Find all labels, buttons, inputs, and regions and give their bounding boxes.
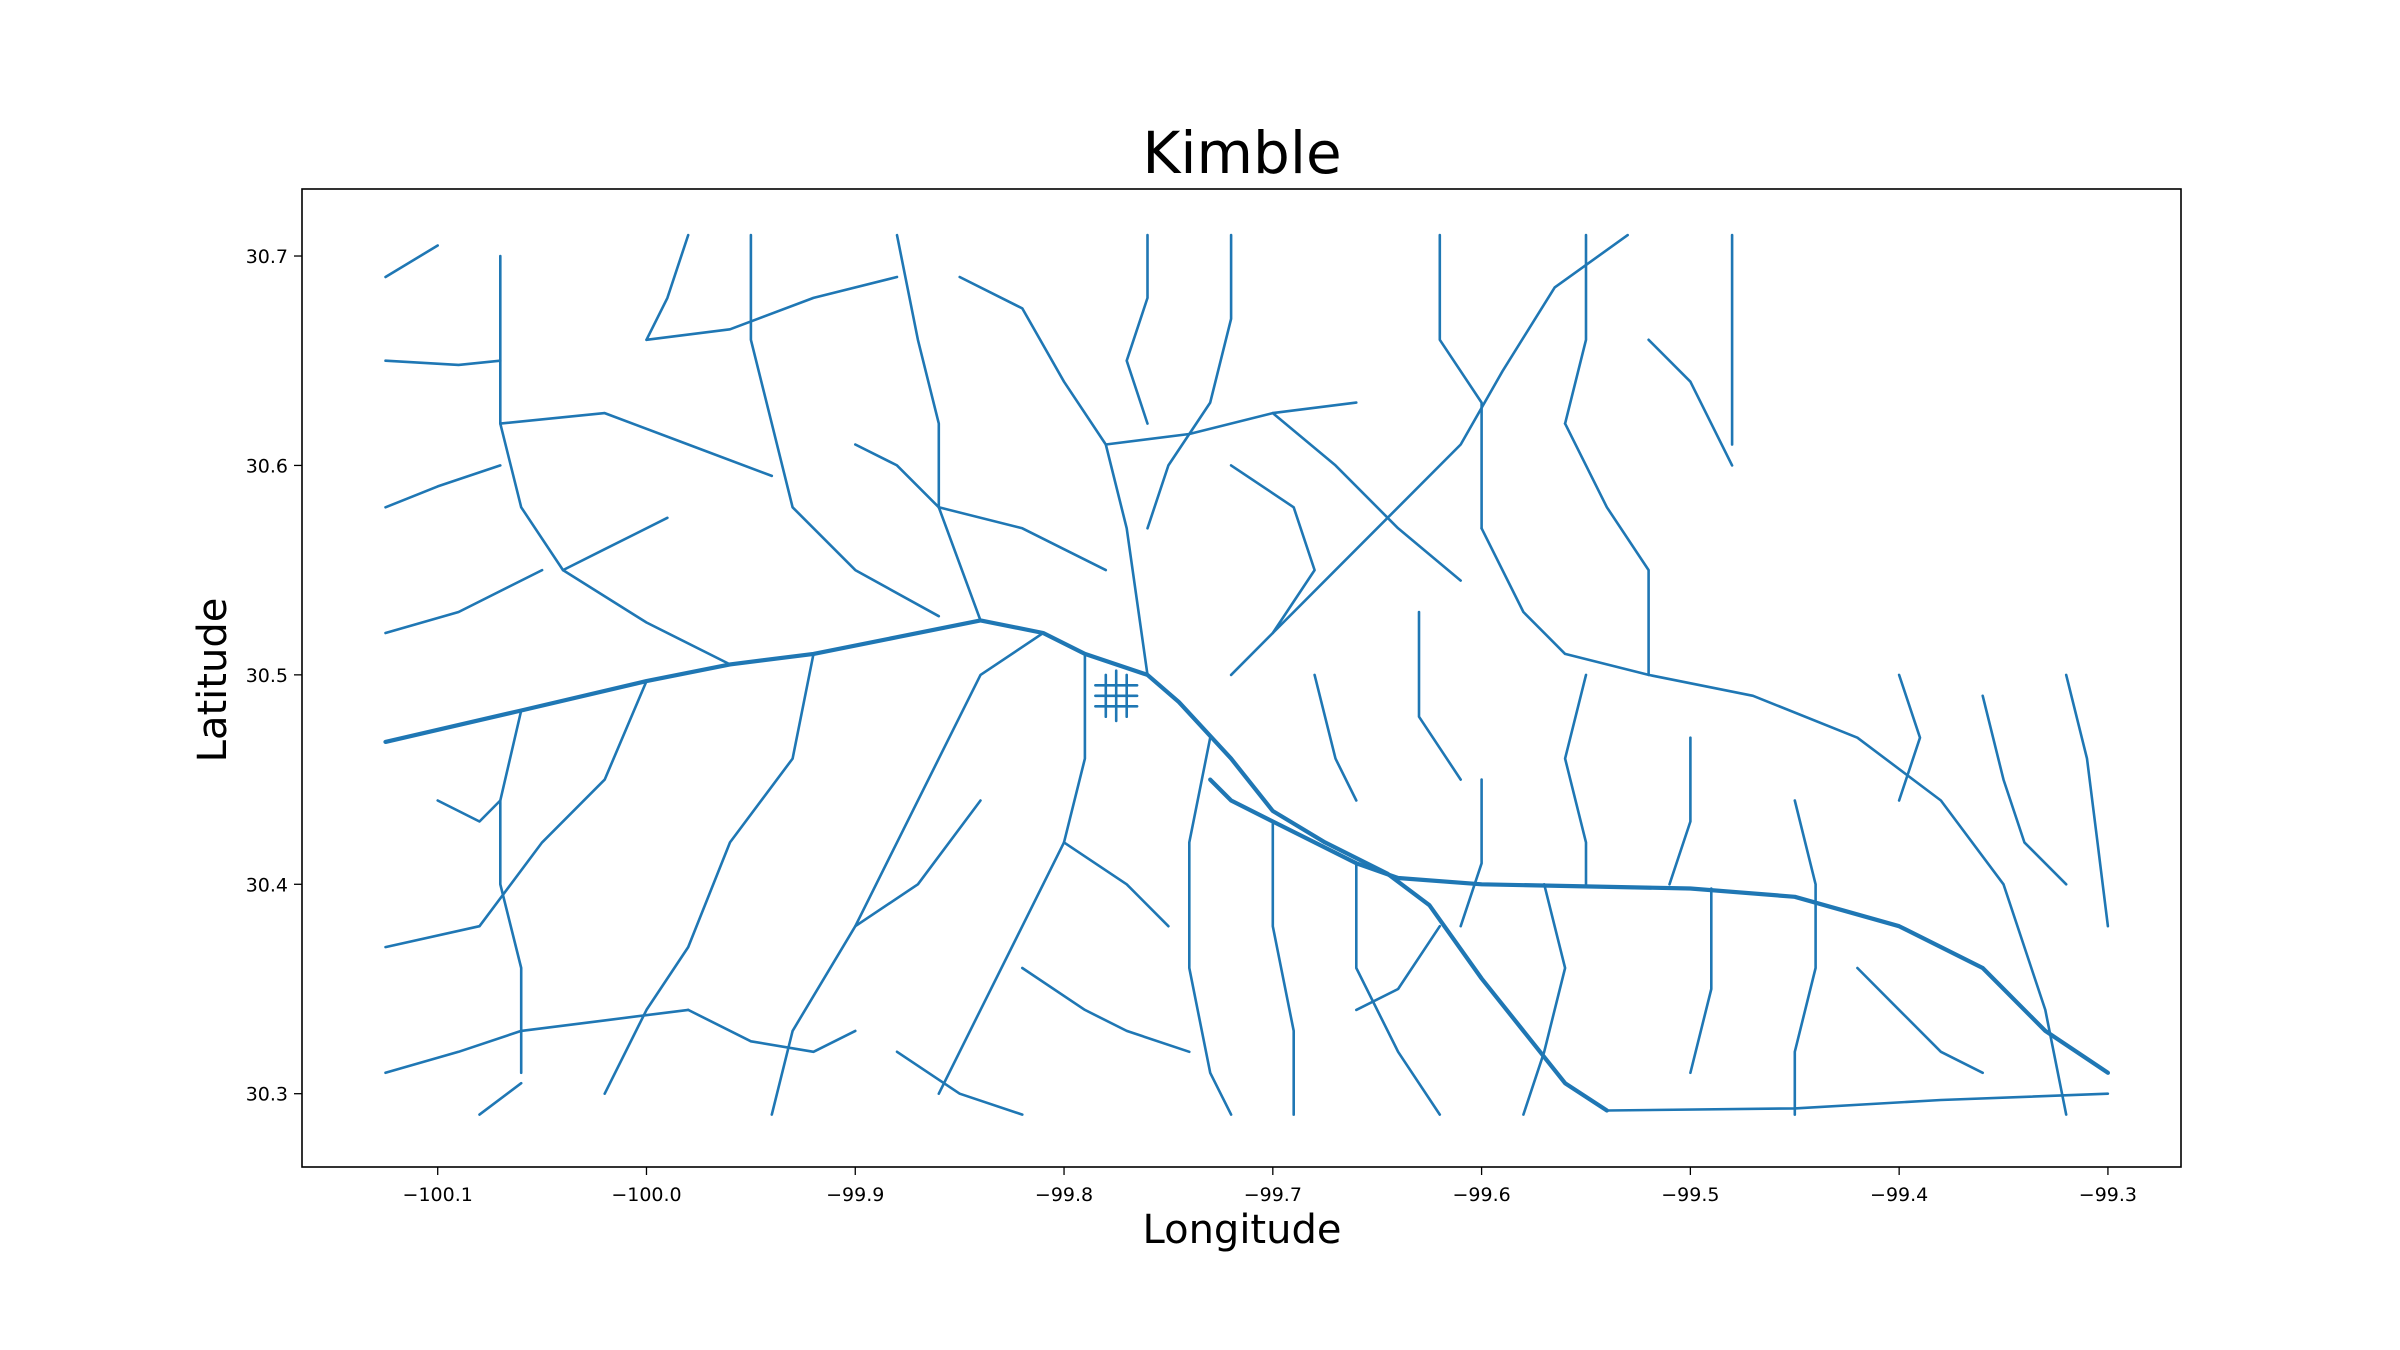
road-54 xyxy=(645,233,690,342)
x-tick-label-1: −100.0 xyxy=(611,1184,681,1206)
road-34 xyxy=(853,799,982,928)
road-3 xyxy=(561,516,669,572)
x-tick-label-6: −99.5 xyxy=(1661,1184,1719,1206)
highway-0 xyxy=(383,618,1610,1113)
road-20 xyxy=(1793,799,1817,1116)
y-axis-ticks: 30.3 30.4 30.5 30.6 30.7 xyxy=(246,246,302,1106)
plot-frame xyxy=(301,188,2182,1168)
road-47 xyxy=(1229,464,1316,635)
road-22 xyxy=(1563,673,1588,886)
x-tick-label-8: −99.3 xyxy=(2079,1184,2137,1206)
plot-area xyxy=(301,188,2182,1168)
road-10 xyxy=(1146,233,1233,530)
road-4 xyxy=(749,233,941,618)
road-7 xyxy=(895,233,982,622)
y-tick-label-4: 30.7 xyxy=(246,246,288,268)
x-axis-ticks: −100.1 −100.0 −99.9 −99.8 −99.7 −99.6 −99.5 −99… xyxy=(403,1167,2137,1206)
road-33 xyxy=(770,631,1045,1116)
road-17 xyxy=(1480,526,2068,1116)
road-50 xyxy=(1459,778,1483,928)
road-51 xyxy=(1981,694,2068,886)
road-1 xyxy=(384,359,502,367)
road-43 xyxy=(384,464,502,509)
road-28 xyxy=(1271,820,1295,1116)
road-36 xyxy=(1020,966,1191,1054)
road-26 xyxy=(1417,610,1462,781)
road-55 xyxy=(436,799,502,823)
x-tick-label-3: −99.8 xyxy=(1035,1184,1093,1206)
highway-1 xyxy=(1208,777,2110,1075)
x-tick-label-2: −99.9 xyxy=(826,1184,884,1206)
road-48 xyxy=(1647,338,1734,467)
road-45 xyxy=(686,1008,857,1054)
x-tick-label-0: −100.1 xyxy=(403,1184,473,1206)
road-42 xyxy=(384,568,544,635)
road-41 xyxy=(384,1008,690,1075)
road-6 xyxy=(645,275,899,342)
road-5 xyxy=(384,244,440,279)
road-44 xyxy=(478,1081,523,1116)
y-tick-label-2: 30.5 xyxy=(246,665,288,687)
y-tick-label-3: 30.6 xyxy=(246,455,288,477)
map-title: Kimble xyxy=(1142,119,1341,187)
road-19 xyxy=(1897,673,1922,802)
road-14 xyxy=(1563,233,1588,425)
road-31 xyxy=(1355,924,1442,1012)
x-axis-label: Longitude xyxy=(1143,1207,1342,1253)
road-38 xyxy=(603,652,815,1095)
x-tick-label-5: −99.6 xyxy=(1452,1184,1510,1206)
road-27 xyxy=(1313,673,1358,802)
road-2 xyxy=(498,411,774,478)
road-23 xyxy=(1522,882,1567,1116)
road-12 xyxy=(1271,411,1462,582)
y-tick-label-0: 30.3 xyxy=(246,1084,288,1106)
road-0 xyxy=(498,254,732,666)
road-8 xyxy=(958,275,1149,677)
road-network xyxy=(383,233,2110,1116)
road-21 xyxy=(1668,736,1692,886)
road-30 xyxy=(1355,861,1442,1116)
road-13 xyxy=(1438,233,1483,530)
road-49 xyxy=(1563,422,1650,677)
road-52 xyxy=(1856,966,1984,1075)
y-axis-label: Latitude xyxy=(190,598,236,763)
road-18 xyxy=(2064,673,2110,928)
road-37 xyxy=(895,1050,1024,1116)
road-32 xyxy=(937,652,1087,1095)
y-tick-label-1: 30.4 xyxy=(246,874,288,896)
road-25 xyxy=(1605,1092,2110,1112)
road-9 xyxy=(1125,233,1149,425)
road-11 xyxy=(1104,401,1358,446)
road-53 xyxy=(853,443,941,509)
road-35 xyxy=(1062,841,1170,928)
x-tick-label-7: −99.4 xyxy=(1870,1184,1928,1206)
x-tick-label-4: −99.7 xyxy=(1244,1184,1302,1206)
road-24 xyxy=(1689,887,1713,1075)
road-46 xyxy=(937,505,1108,572)
road-29 xyxy=(1188,736,1233,1116)
road-16 xyxy=(1229,233,1629,677)
road-39 xyxy=(384,679,648,949)
road-40 xyxy=(498,709,523,1075)
